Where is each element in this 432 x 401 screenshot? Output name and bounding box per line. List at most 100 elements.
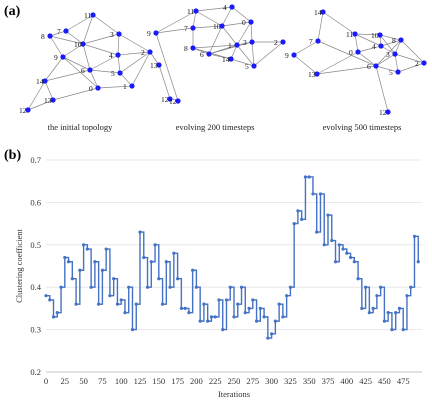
node-label: 9 (147, 29, 151, 38)
network-edge (82, 43, 91, 71)
network-edge (221, 25, 238, 46)
x-tick-label: 50 (79, 376, 88, 386)
network-edge (236, 21, 252, 46)
network-edge (44, 80, 54, 101)
network-edge (293, 54, 318, 75)
node-label: 11 (187, 7, 194, 16)
node-label: 13 (308, 70, 316, 79)
data-point (213, 315, 217, 319)
node-label: 12 (19, 106, 27, 115)
data-point (375, 294, 379, 298)
data-point (232, 315, 236, 319)
network-node (117, 70, 123, 76)
x-tick-label: 300 (265, 376, 278, 386)
data-point (123, 311, 127, 315)
network-edge (195, 6, 233, 12)
network-edge (394, 53, 425, 64)
network-node (115, 52, 121, 58)
node-label: 11 (346, 30, 353, 39)
data-point (394, 311, 398, 315)
data-point (273, 319, 277, 323)
data-point (318, 192, 323, 196)
data-point (224, 298, 229, 302)
data-point (311, 192, 315, 196)
network-node (398, 37, 404, 43)
data-point (127, 285, 131, 289)
network-edge (155, 10, 197, 34)
y-tick-label: 0.7 (30, 155, 41, 165)
data-point (44, 294, 48, 298)
x-tick-label: 325 (284, 376, 297, 386)
node-label: 5 (111, 69, 115, 78)
data-point (277, 302, 281, 306)
network-edge (149, 51, 160, 66)
data-point (198, 319, 202, 323)
network-node (280, 39, 286, 45)
node-label: 12 (161, 95, 169, 104)
y-tick-label: 0.2 (30, 367, 41, 377)
data-point (266, 336, 270, 340)
node-label: 10 (74, 40, 82, 49)
x-tick-label: 25 (61, 376, 70, 386)
network-edge (379, 34, 396, 55)
data-point (209, 315, 214, 319)
network-edge (397, 62, 425, 73)
network-node (355, 49, 361, 55)
data-point (55, 311, 59, 315)
node-label: 7 (309, 37, 313, 46)
network-edge (221, 21, 252, 27)
network-edge (117, 33, 120, 56)
network-edge (316, 51, 359, 75)
node-label: 12 (169, 97, 177, 106)
node-label: 3 (243, 38, 247, 47)
network-edge (357, 45, 382, 53)
network-edge (316, 65, 377, 75)
network-edge (250, 21, 253, 43)
node-label: 8 (392, 36, 396, 45)
node-label: 2 (141, 48, 145, 57)
network-edge (221, 6, 233, 27)
x-tick-label: 150 (152, 376, 165, 386)
network-edge (82, 43, 119, 56)
data-point (326, 213, 330, 217)
network-node (249, 39, 255, 45)
network-node (90, 12, 96, 18)
network-edge (82, 33, 120, 45)
network-node (80, 41, 86, 47)
x-tick-label: 375 (322, 376, 335, 386)
x-tick-label: 0 (44, 376, 48, 386)
node-label: 8 (184, 44, 188, 53)
network-node (129, 83, 135, 89)
data-point (82, 243, 86, 247)
network-edge (44, 56, 64, 82)
data-point (348, 255, 353, 260)
data-point (51, 315, 56, 319)
data-point (247, 306, 251, 310)
node-label: 5 (389, 68, 393, 77)
x-tick-label: 425 (359, 376, 372, 386)
x-tick-label: 175 (171, 376, 184, 386)
data-point (397, 306, 402, 310)
network-node (291, 52, 297, 58)
network-edge (192, 25, 223, 29)
network-node (190, 25, 196, 31)
node-label: 1 (228, 41, 232, 50)
network-edge (119, 51, 151, 74)
node-label: 7 (57, 27, 61, 36)
network-edge (375, 39, 402, 67)
data-point (168, 285, 172, 289)
network-node (95, 85, 101, 91)
network-edge (49, 35, 64, 58)
data-point (85, 247, 89, 251)
data-point (70, 277, 74, 281)
network-edge (192, 44, 238, 49)
network-title: evolving 500 timesteps (323, 122, 402, 132)
network-node (167, 96, 173, 102)
data-point (134, 302, 138, 306)
data-point (63, 255, 67, 260)
network-edge (97, 85, 133, 89)
data-point (145, 285, 150, 289)
data-point (157, 277, 161, 281)
data-point (153, 243, 157, 247)
data-point (104, 247, 108, 251)
